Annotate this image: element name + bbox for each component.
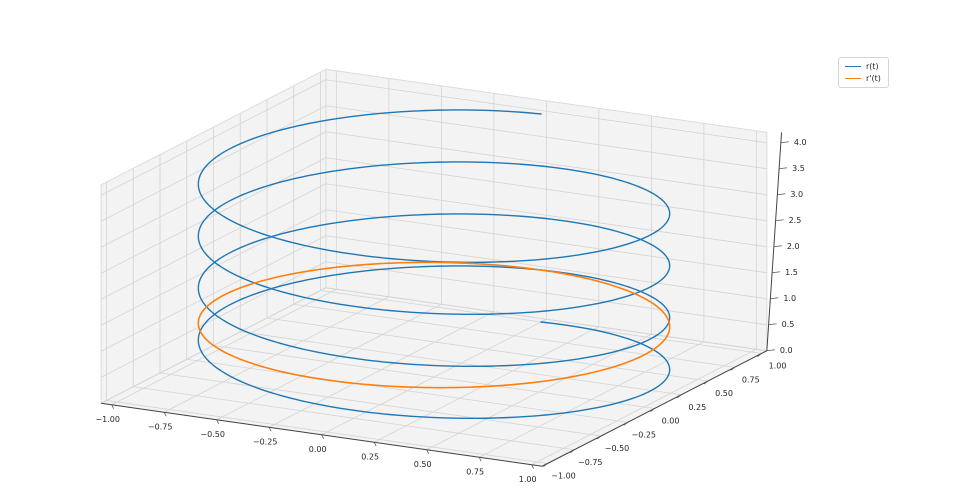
z-tick-mark [779, 167, 788, 170]
x-tick-mark [478, 457, 482, 462]
y-gridline-floor [293, 303, 735, 368]
y-tick-mark [596, 435, 602, 440]
x-tick-label: 0.25 [361, 452, 379, 461]
x-tick-label: −0.50 [200, 430, 225, 439]
r-curve [197, 109, 671, 420]
y-tick-mark [730, 366, 735, 371]
y-gridline-floor [106, 400, 548, 464]
z-gridline-left-wall [325, 261, 767, 326]
z-gridline-right-wall [100, 261, 327, 378]
z-gridline-left-wall [325, 209, 767, 274]
z-gridline-left-wall [325, 131, 767, 196]
r-prime-curve [197, 261, 671, 389]
z-tick-label: 2.0 [787, 242, 800, 251]
z-gridline-left-wall [325, 183, 767, 248]
z-tick-mark [780, 141, 789, 144]
z-gridline-left-wall [325, 287, 767, 352]
z-tick-mark [773, 245, 782, 248]
x-tick-label: 1.00 [519, 475, 537, 484]
x-tick-label: −0.25 [253, 437, 278, 446]
z-tick-mark [772, 271, 781, 274]
y-tick-label: 0.75 [742, 375, 760, 384]
z-tick-mark [777, 193, 786, 196]
legend-item-r-prime: r'(t) [845, 74, 881, 83]
y-tick-mark [757, 353, 762, 357]
x-tick-label: −0.75 [148, 422, 173, 431]
z-tick-mark [770, 297, 779, 300]
y-gridline-floor [213, 345, 655, 409]
z-gridline-right-wall [100, 79, 327, 196]
y-tick-mark [677, 394, 682, 399]
y-tick-mark [650, 408, 655, 412]
legend-line-r-prime-icon [845, 78, 861, 79]
z-tick-label: 3.0 [790, 190, 803, 199]
y-gridline-floor [266, 317, 709, 382]
x-tick-mark [111, 404, 115, 409]
z-gridline-left-wall [325, 79, 767, 144]
y-gridline-floor [133, 386, 575, 451]
z-gridline-left-wall [325, 105, 767, 170]
z-gridline-right-wall [100, 105, 327, 222]
y-tick-mark [570, 449, 575, 454]
y-tick-label: −1.00 [551, 472, 576, 481]
legend-item-r: r(t) [845, 62, 881, 71]
y-tick-mark [703, 380, 709, 385]
z-tick-label: 4.0 [794, 138, 807, 147]
y-tick-label: 1.00 [769, 362, 787, 371]
x-tick-mark [216, 419, 220, 424]
z-tick-label: 1.5 [785, 268, 798, 277]
z-tick-mark [766, 349, 775, 352]
x-tick-mark [163, 412, 167, 417]
z-gridline-right-wall [100, 157, 327, 274]
y-gridline-floor [186, 358, 628, 423]
y-tick-mark [543, 463, 548, 467]
z-tick-mark [768, 323, 777, 326]
y-tick-mark [623, 421, 628, 426]
z-tick-label: 0.0 [780, 346, 793, 355]
z-gridline-right-wall [100, 235, 327, 352]
y-tick-label: 0.50 [715, 389, 733, 398]
z-gridline-right-wall [100, 209, 327, 326]
legend-label-r: r(t) [866, 62, 879, 71]
z-gridline-right-wall [100, 183, 327, 300]
x-tick-mark [426, 449, 430, 454]
z-tick-label: 0.5 [782, 320, 795, 329]
y-gridline-floor [159, 372, 602, 437]
z-axis-line [766, 132, 783, 351]
x-tick-label: 0.00 [309, 445, 327, 454]
x-tick-mark [531, 464, 535, 469]
y-tick-label: −0.25 [631, 430, 656, 439]
legend-line-r-icon [845, 66, 861, 67]
y-gridline-floor [240, 331, 682, 396]
x-tick-label: 0.75 [466, 467, 484, 476]
y-tick-label: 0.00 [662, 417, 680, 426]
x-tick-label: 0.50 [414, 460, 432, 469]
x-tick-label: −1.00 [95, 415, 120, 424]
z-gridline-left-wall [325, 235, 767, 300]
y-tick-label: −0.75 [578, 458, 603, 467]
z-tick-label: 2.5 [789, 216, 802, 225]
x-tick-mark [373, 442, 377, 447]
x-tick-mark [268, 427, 272, 432]
z-gridline-left-wall [325, 157, 767, 222]
legend-label-r-prime: r'(t) [866, 74, 881, 83]
y-tick-label: −0.50 [605, 444, 630, 453]
z-tick-label: 3.5 [792, 164, 805, 173]
x-tick-mark [321, 434, 325, 439]
legend: r(t) r'(t) [838, 57, 889, 88]
z-tick-label: 1.0 [783, 294, 796, 303]
y-tick-label: 0.25 [688, 403, 706, 412]
z-gridline-right-wall [100, 131, 327, 248]
z-tick-mark [775, 219, 784, 222]
